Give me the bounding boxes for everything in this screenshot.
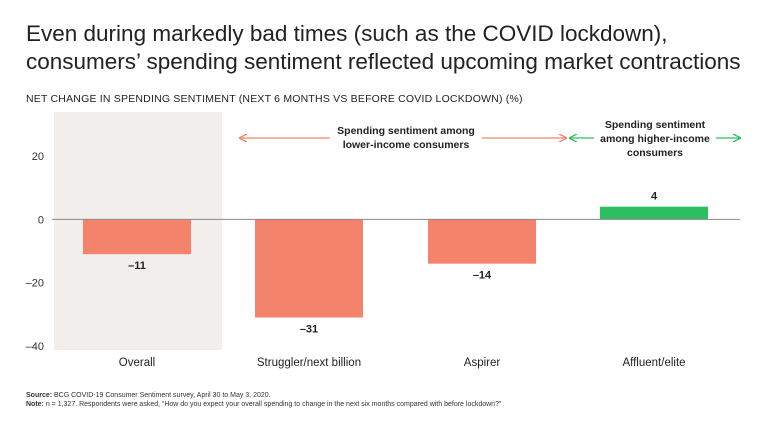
y-tick-label: 0 xyxy=(38,214,44,226)
note-text: n = 1,327. Respondents were asked, “How … xyxy=(43,401,502,408)
bar-affluent-elite xyxy=(600,206,708,220)
chart-footer: Source: BCG COVID-19 Consumer Sentiment … xyxy=(26,391,756,409)
higher-income-label-line-2: among higher-income xyxy=(600,133,710,145)
higher-income-label-line-3: consumers xyxy=(627,147,683,159)
x-category-label: Struggler/next billion xyxy=(257,357,361,369)
source-label: Source: xyxy=(26,392,53,399)
chart-title-line-1: Even during markedly bad times (such as … xyxy=(26,21,668,46)
higher-income-label-line-1: Spending sentiment xyxy=(605,119,706,131)
bar-struggler-next-billion xyxy=(255,219,363,318)
chart-title: Even during markedly bad times (such as … xyxy=(26,20,756,76)
note-label: Note: xyxy=(26,401,44,408)
note-line: Note: n = 1,327. Respondents were asked,… xyxy=(26,400,756,409)
source-line: Source: BCG COVID-19 Consumer Sentiment … xyxy=(26,391,756,400)
data-label: –31 xyxy=(300,324,318,336)
x-category-label: Affluent/elite xyxy=(622,357,685,369)
chart-subtitle: NET CHANGE IN SPENDING SENTIMENT (NEXT 6… xyxy=(26,93,523,105)
y-tick-label: –40 xyxy=(26,341,44,353)
x-category-label: Overall xyxy=(119,357,155,369)
lower-income-label-line-2: lower-income consumers xyxy=(343,139,470,151)
chart-title-line-2: consumers’ spending sentiment reflected … xyxy=(26,49,741,74)
y-tick-label: –20 xyxy=(26,278,44,290)
x-category-label: Aspirer xyxy=(464,357,501,369)
data-label: 4 xyxy=(651,191,658,203)
data-label: –11 xyxy=(128,260,146,272)
bar-overall xyxy=(83,219,191,255)
data-label: –14 xyxy=(473,270,492,282)
source-text: BCG COVID-19 Consumer Sentiment survey, … xyxy=(52,392,271,399)
bar-aspirer xyxy=(428,219,536,264)
lower-income-label-line-1: Spending sentiment among xyxy=(337,125,475,137)
y-tick-label: 20 xyxy=(32,151,44,163)
